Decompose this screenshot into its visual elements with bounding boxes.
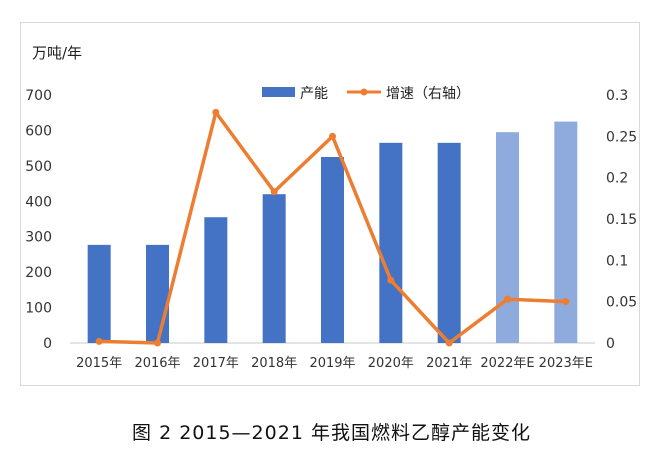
y-right-tick-label: 0.05	[606, 295, 637, 311]
x-tick-label: 2016年	[134, 356, 180, 371]
x-ticks: 2015年 2016年 2017年 2018年 2019年 2020年 2021年 2022年…	[76, 356, 593, 371]
growth-point-5	[387, 276, 395, 284]
bar-capacity-2	[204, 217, 228, 343]
figure-caption: 图 2 2015—2021 年我国燃料乙醇产能变化	[132, 422, 531, 444]
bar-capacity-1	[146, 244, 169, 343]
y-left-tick-label: 700	[25, 88, 52, 104]
y-left-ticks: 0 100 200 300 400 500 600 700	[25, 88, 52, 352]
legend-marker-growth	[360, 88, 368, 96]
bar-capacity-0	[87, 244, 111, 343]
legend-label-capacity: 产能	[300, 86, 328, 102]
y-right-tick-label: 0	[606, 336, 615, 352]
x-tick-label: 2022年E	[480, 356, 534, 371]
bar-capacity-6	[437, 142, 461, 343]
bars	[87, 121, 578, 343]
growth-point-4	[329, 132, 336, 140]
legend-label-growth: 增速（右轴）	[386, 86, 470, 102]
chart-frame	[20, 22, 640, 386]
growth-point-0	[95, 337, 103, 345]
x-tick-label: 2021年	[426, 356, 472, 371]
x-tick-label: 2018年	[251, 356, 297, 371]
growth-point-2	[212, 108, 220, 116]
y-left-tick-label: 0	[43, 336, 52, 352]
bar-capacity-3	[262, 194, 286, 343]
y-left-tick-label: 200	[25, 265, 52, 281]
y-right-ticks: 0 0.05 0.1 0.15 0.2 0.25 0.3	[606, 88, 637, 352]
growth-point-8	[562, 298, 570, 306]
bar-capacity-8	[554, 121, 578, 343]
y-right-tick-label: 0.25	[606, 129, 637, 145]
x-tick-label: 2023年E	[539, 356, 593, 371]
x-tick-label: 2015年	[76, 356, 122, 371]
y-left-tick-label: 100	[25, 301, 52, 317]
x-tick-label: 2017年	[193, 356, 239, 371]
y-axis-unit: 万吨/年	[32, 44, 82, 62]
legend-swatch-capacity	[262, 87, 295, 97]
y-right-tick-label: 0.1	[606, 253, 628, 269]
y-left-tick-label: 300	[25, 230, 52, 246]
y-right-tick-label: 0.2	[606, 171, 628, 187]
x-tick-label: 2019年	[309, 356, 355, 371]
growth-point-1	[154, 339, 161, 347]
y-right-tick-label: 0.3	[606, 88, 628, 104]
bar-capacity-7	[496, 132, 519, 343]
bar-capacity-4	[321, 157, 344, 343]
y-left-tick-label: 400	[25, 194, 52, 210]
growth-line-series	[95, 108, 570, 347]
x-tick-label: 2020年	[368, 356, 414, 371]
growth-point-6	[445, 339, 453, 347]
y-left-tick-label: 600	[25, 123, 52, 139]
y-right-tick-label: 0.15	[606, 212, 637, 228]
legend: 产能 增速（右轴）	[262, 86, 470, 102]
growth-point-3	[270, 188, 278, 196]
bar-capacity-5	[379, 142, 403, 343]
y-left-tick-label: 500	[25, 159, 52, 175]
growth-point-7	[504, 295, 511, 303]
